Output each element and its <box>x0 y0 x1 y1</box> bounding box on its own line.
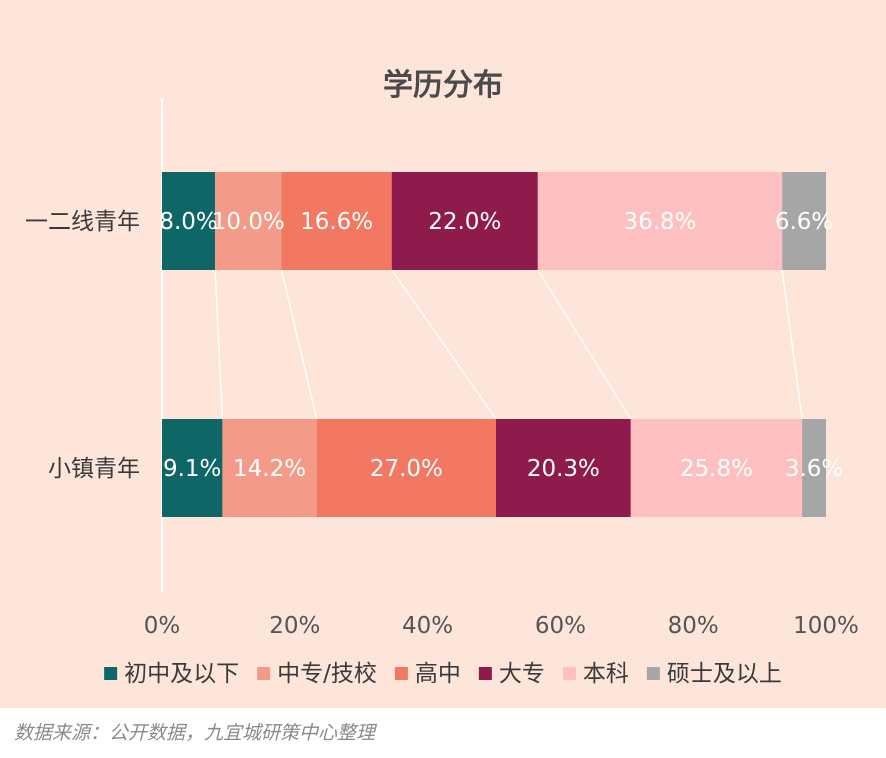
chart-svg: 8.0%10.0% 16.6% 22.0% 36.8% 6.6% 一二线青年 9.1% 14.… <box>25 98 859 687</box>
chart-title: 学历分布 <box>383 68 503 103</box>
x-tick-label: 0% <box>144 613 181 639</box>
legend-label: 本科 <box>583 661 629 687</box>
series-line <box>214 269 224 420</box>
legend-swatch <box>562 667 576 680</box>
data-label: 14.2% <box>233 456 306 482</box>
series-line <box>391 269 497 420</box>
legend-swatch <box>646 667 660 680</box>
x-tick-label: 40% <box>402 613 453 639</box>
bar-segment <box>316 419 496 517</box>
series-line <box>280 269 318 420</box>
data-label: 6.6% <box>775 209 833 235</box>
bar-segment <box>162 172 216 270</box>
chart-area: 8.0% 10.0% 16.6% 22.0% 36.8% 6.6% 一二线青年 9.1% 14.… <box>0 0 886 708</box>
legend-label: 中专/技校 <box>277 661 377 687</box>
legend-label: 大专 <box>499 661 545 687</box>
data-label: 20.3% <box>527 456 600 482</box>
data-label: 16.6% <box>300 209 373 235</box>
x-tick-label: 20% <box>269 613 320 639</box>
legend-label: 硕士及以上 <box>667 661 782 687</box>
data-label: 3.6% <box>785 456 843 482</box>
data-label: 10.0% <box>212 209 285 235</box>
legend-label: 高中 <box>415 661 461 687</box>
legend-swatch <box>104 667 118 680</box>
category-label: 一二线青年 <box>25 209 140 235</box>
bar-segment <box>162 419 223 517</box>
x-tick-label: 60% <box>535 613 586 639</box>
bar-segment <box>215 172 282 270</box>
bar-segment <box>782 172 826 270</box>
x-tick-label: 100% <box>793 613 859 639</box>
bar-segment <box>495 419 631 517</box>
source-note: 数据来源：公开数据，九宜城研策中心整理 <box>14 722 376 744</box>
data-label: 27.0% <box>370 456 443 482</box>
data-label: 22.0% <box>428 209 501 235</box>
legend-swatch <box>257 667 271 680</box>
bar-segment <box>630 419 803 517</box>
bar-segment <box>537 172 783 270</box>
bar-segment <box>222 419 317 517</box>
data-label: 36.8% <box>623 209 696 235</box>
data-label: 8.0% <box>159 209 217 235</box>
legend-swatch <box>478 667 492 680</box>
category-label: 小镇青年 <box>48 456 140 482</box>
bar-segment <box>802 419 826 517</box>
series-line <box>781 269 803 420</box>
data-label: 25.8% <box>680 456 753 482</box>
x-tick-label: 80% <box>668 613 719 639</box>
legend-label: 初中及以下 <box>124 661 239 687</box>
bar-segment <box>391 172 538 270</box>
bar-segment <box>281 172 392 270</box>
legend-swatch <box>394 667 408 680</box>
series-line <box>537 269 632 420</box>
data-label: 9.1% <box>163 456 221 482</box>
